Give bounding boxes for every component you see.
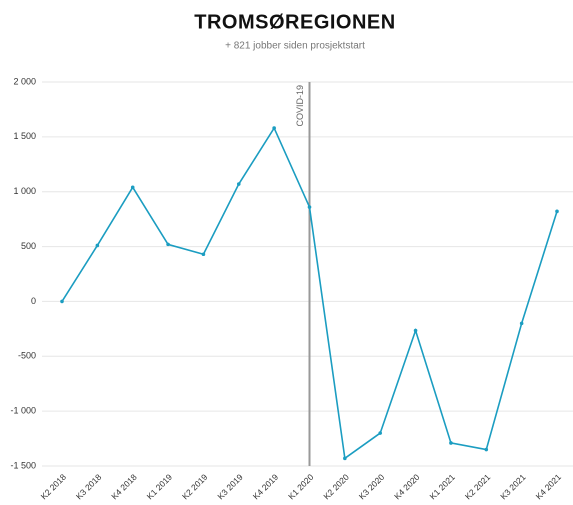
point (307, 205, 312, 209)
chart-title: TROMSØREGIONEN (194, 11, 395, 33)
y-tick-label: -1 000 (10, 406, 36, 416)
point (343, 456, 347, 461)
point (378, 431, 383, 435)
point (272, 126, 276, 130)
x-tick-label: K1 2020 (286, 472, 316, 502)
x-tick-label: K2 2021 (463, 472, 493, 502)
y-tick-label: -500 (18, 351, 36, 361)
y-tick-label: 1 500 (13, 131, 36, 141)
x-tick-label: K4 2019 (251, 472, 281, 502)
x-tick-label: K4 2018 (109, 472, 139, 502)
chart-subtitle: + 821 jobber siden prosjektstart (225, 41, 365, 52)
point (413, 328, 418, 333)
point (236, 182, 241, 186)
x-tick-label: K3 2021 (498, 472, 528, 502)
x-tick-label: K2 2019 (180, 472, 210, 502)
x-tick-label: K1 2021 (427, 472, 457, 502)
x-tick-label: K1 2019 (145, 472, 175, 502)
point (449, 441, 453, 445)
y-tick-label: -1 500 (10, 460, 36, 470)
point (201, 252, 206, 257)
point (484, 447, 489, 452)
x-tick-label: K3 2020 (357, 472, 387, 502)
x-tick-label: K4 2021 (534, 472, 564, 502)
y-tick-label: 500 (21, 241, 36, 251)
point (60, 299, 64, 304)
y-tick-label: 1 000 (13, 186, 36, 196)
point (95, 243, 100, 248)
x-tick-label: K4 2020 (392, 472, 422, 502)
y-tick-label: 2 000 (13, 76, 36, 86)
x-tick-label: K2 2018 (39, 472, 69, 502)
point (130, 185, 135, 190)
x-tick-label: K3 2018 (74, 472, 104, 502)
y-tick-label: 0 (31, 296, 36, 306)
point (166, 242, 170, 247)
point (519, 321, 524, 326)
point (555, 209, 559, 214)
annotation-label: COVID-19 (295, 85, 305, 127)
x-tick-label: K3 2019 (215, 472, 245, 502)
x-tick-label: K2 2020 (321, 472, 351, 502)
